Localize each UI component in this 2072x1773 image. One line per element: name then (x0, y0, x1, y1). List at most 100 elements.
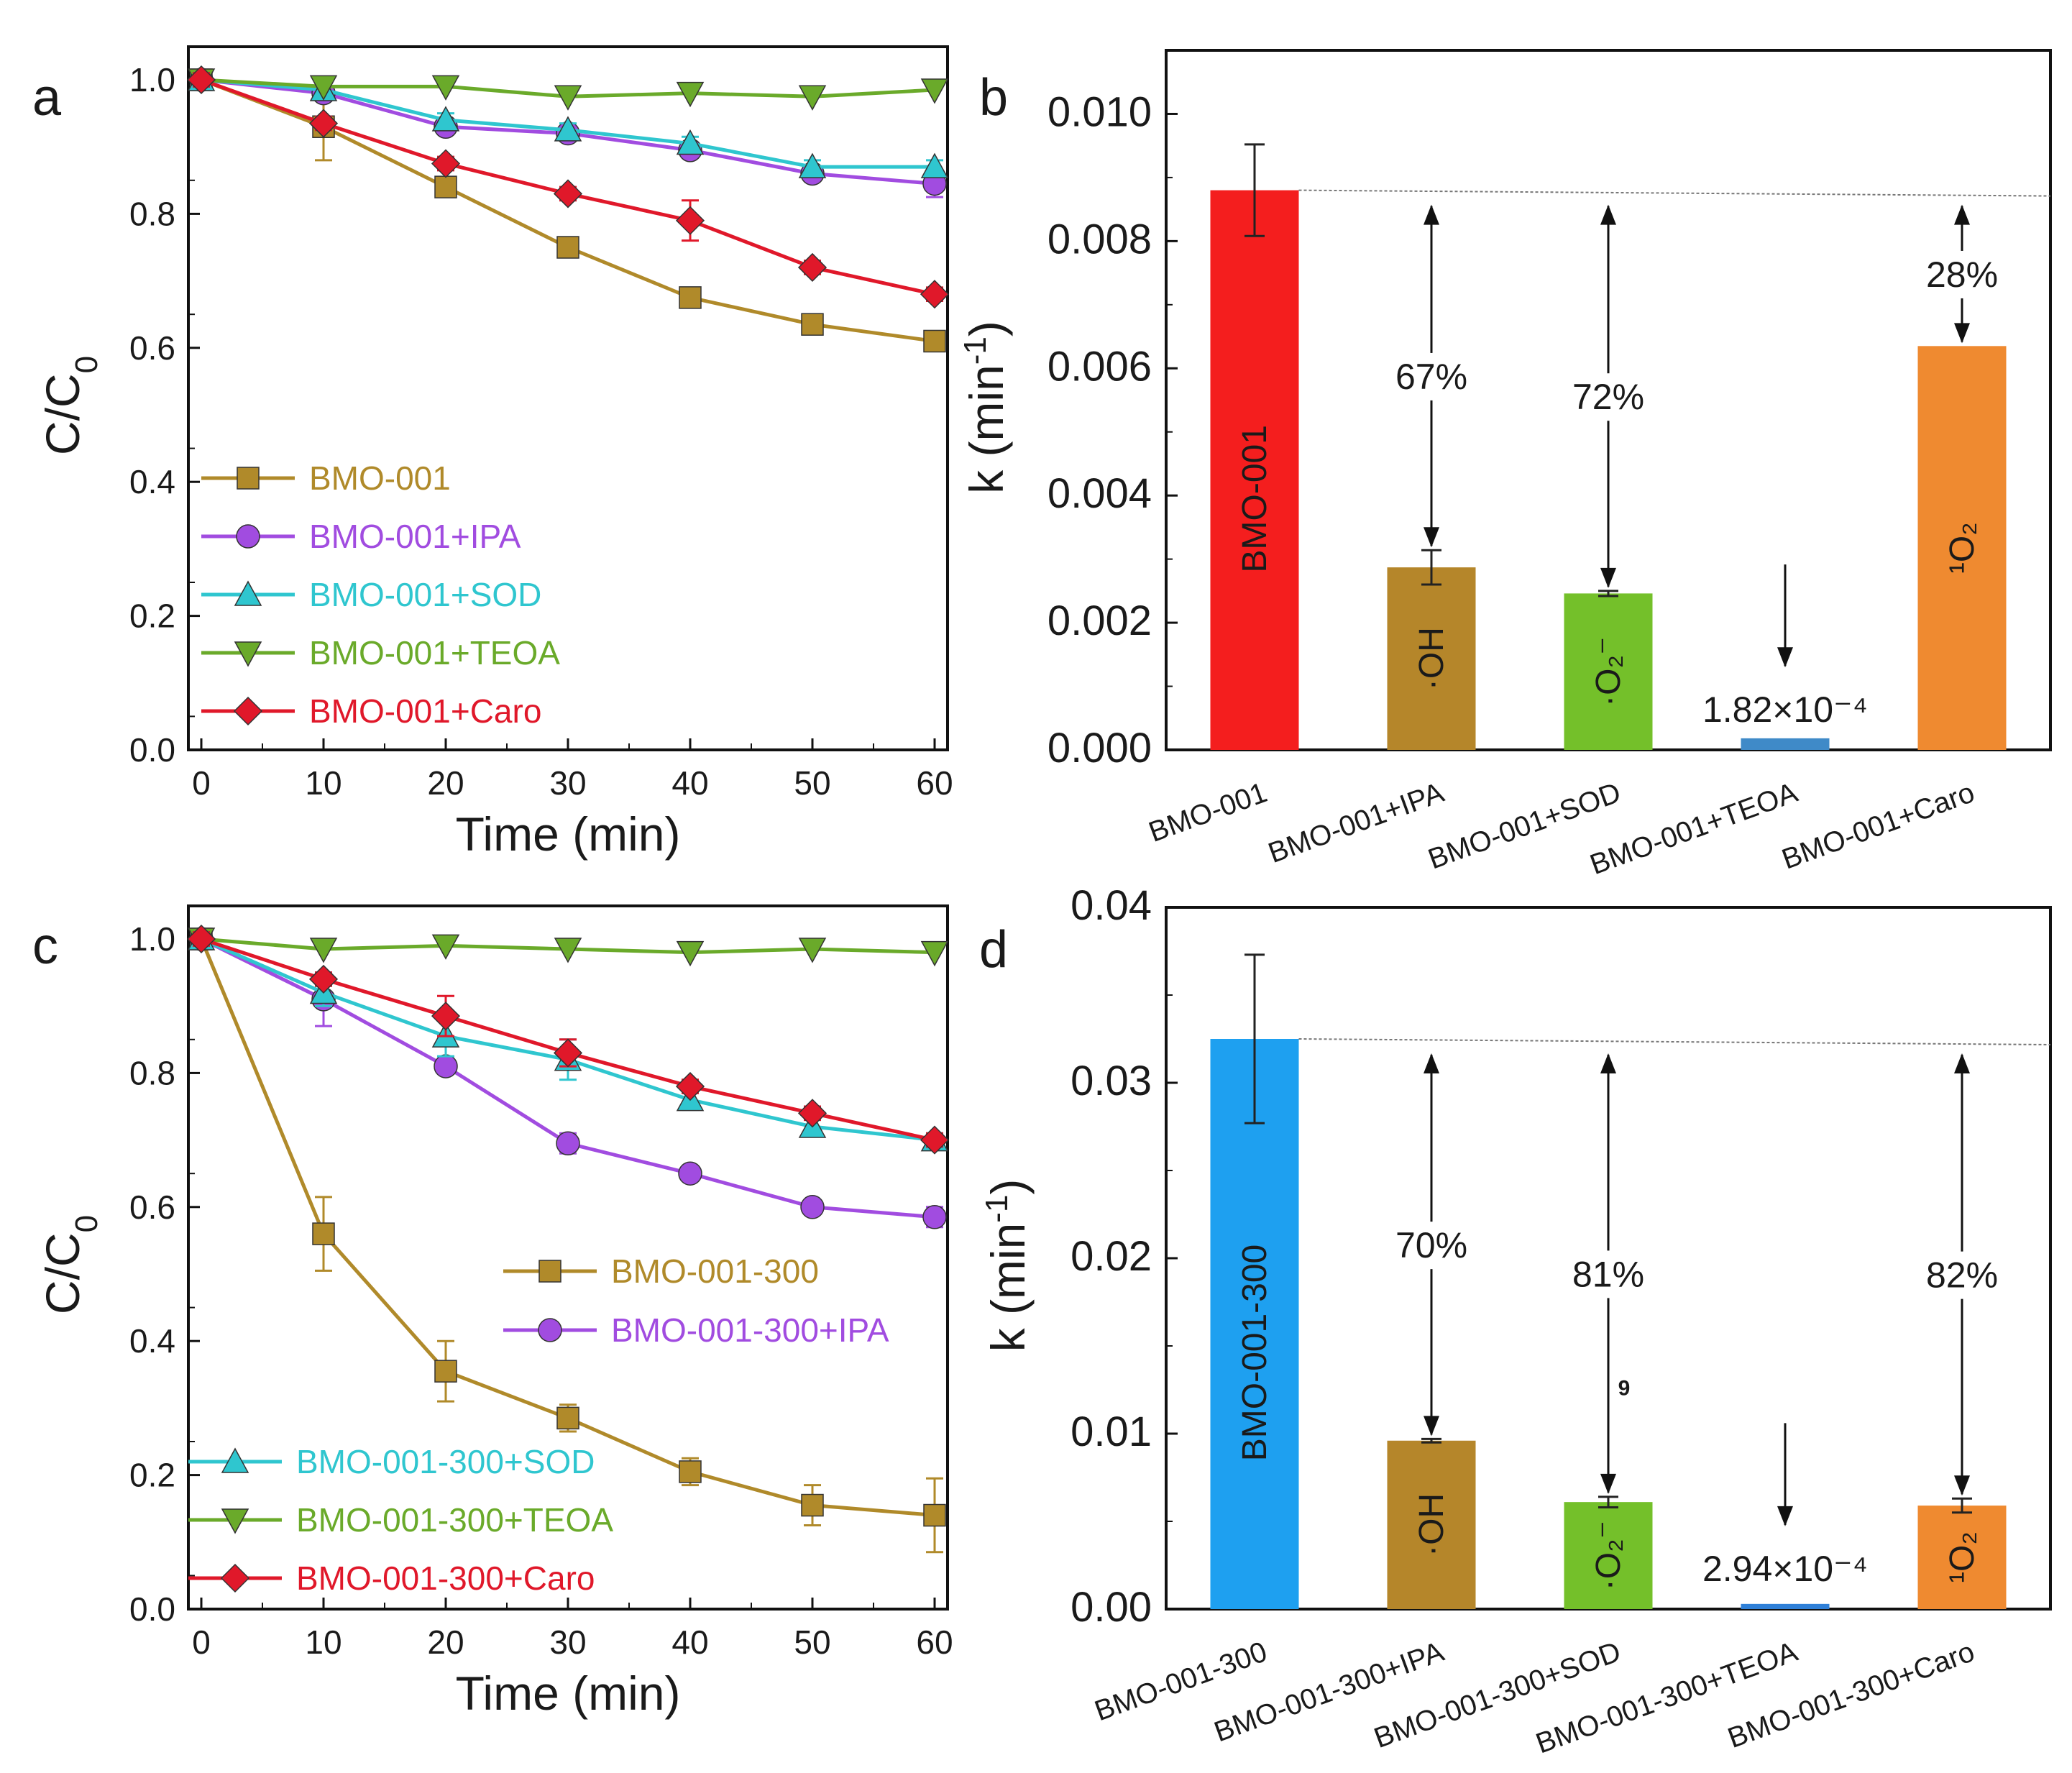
a-legend-label: BMO-001+SOD (309, 576, 541, 613)
b-category-label: BMO-001+IPA (1264, 776, 1448, 869)
b-bar-label: ·OH (1413, 627, 1451, 690)
b-bar-3 (1741, 738, 1830, 750)
a-legend-label: BMO-001+IPA (309, 518, 521, 555)
b-reduction-arrow-head (1954, 323, 1970, 344)
a-legend-label: BMO-001+Caro (309, 692, 541, 730)
d-bar-4 (1917, 1506, 2007, 1609)
c-x-tick-label: 10 (305, 1623, 341, 1661)
a-y-tick-label: 0.2 (129, 597, 175, 635)
c-data-point (434, 1360, 457, 1383)
a-data-point (554, 85, 582, 111)
c-legend-marker (538, 1318, 562, 1342)
a-data-point (554, 116, 582, 142)
c-legend-label: BMO-001-300+SOD (296, 1443, 595, 1480)
a-y-axis-title: C/C0 (36, 356, 104, 455)
d-reference-line (1298, 1038, 2051, 1045)
c-legend-marker (538, 1260, 561, 1283)
a-data-point (798, 152, 827, 178)
c-y-tick-label: 0.2 (129, 1457, 175, 1494)
b-percent-label: 67% (1395, 357, 1467, 397)
c-data-point (309, 938, 338, 963)
c-data-point (923, 1503, 946, 1527)
b-y-tick-label: 0.004 (1048, 470, 1152, 517)
b-teoa-arrow-head (1777, 647, 1793, 668)
a-y-tick-label: 0.8 (129, 195, 175, 232)
d-teoa-arrow-head (1777, 1506, 1793, 1526)
c-data-point (797, 1099, 828, 1128)
d-reduction-arrow-head-top (1600, 1053, 1616, 1073)
a-data-point (920, 280, 950, 309)
a-legend-marker (236, 524, 260, 549)
c-data-point (798, 938, 827, 963)
panel-letter-d: d (979, 921, 1008, 979)
c-x-axis-title: Time (min) (456, 1667, 681, 1720)
b-percent-bg (1564, 373, 1653, 421)
d-stray-mark: 9 (1618, 1376, 1631, 1400)
a-data-point (675, 206, 705, 235)
d-bar-label: ¹O₂ (1943, 1531, 1981, 1583)
panel-b: b 0.000 0.002 0.004 0.006 0.008 0.010 k (min-1)… (958, 49, 2052, 881)
d-value-note: 2.94×10⁻⁴ (1702, 1549, 1868, 1589)
a-y-tick-label: 0.4 (129, 463, 175, 500)
c-x-tick-label: 0 (192, 1623, 211, 1661)
panel-c: c 0.0 0.2 0.4 0.6 0.8 1.0 0 10 20 30 40 50 60 Time (mi… (32, 904, 953, 1720)
c-data-point (920, 940, 949, 967)
d-percent-label: 70% (1395, 1225, 1467, 1265)
c-data-point (801, 1493, 824, 1517)
b-y-axis-title: k (min-1) (958, 321, 1014, 494)
b-reduction-arrow-head-top (1600, 204, 1616, 225)
b-reference-line (1298, 189, 2051, 197)
d-reduction-arrow-head (1600, 1473, 1616, 1494)
c-data-point (556, 1131, 580, 1156)
c-data-point (554, 938, 582, 963)
d-y-axis-title: k (min-1) (979, 1179, 1035, 1352)
a-data-point (920, 78, 949, 104)
c-y-tick-label: 0.0 (129, 1590, 175, 1628)
a-x-tick-label: 60 (916, 764, 953, 802)
c-legend-marker (221, 1447, 249, 1473)
b-reduction-arrow-head (1424, 527, 1439, 548)
d-reduction-arrow-head-top (1954, 1053, 1970, 1073)
panel-a: a 0.0 0.2 0.4 0.6 0.8 1.0 0 10 20 30 40 50 60 Time (mi… (32, 45, 953, 861)
a-x-tick-label: 0 (192, 764, 211, 802)
a-y-tick-label: 0.0 (129, 731, 175, 769)
a-legend-marker (234, 641, 262, 667)
c-data-point (676, 940, 705, 967)
c-legend-label: BMO-001-300 (611, 1252, 819, 1290)
a-data-point (556, 236, 579, 259)
a-x-axis-title: Time (min) (456, 807, 681, 861)
a-y-tick-label: 0.6 (129, 329, 175, 367)
b-value-note: 1.82×10⁻⁴ (1702, 690, 1868, 730)
c-legend-marker (220, 1563, 250, 1593)
c-y-tick-label: 0.8 (129, 1054, 175, 1091)
d-bar-2 (1564, 1502, 1653, 1609)
a-data-point (797, 252, 828, 283)
d-percent-bg (1564, 1250, 1653, 1298)
b-bar-label: ¹O₂ (1943, 522, 1981, 574)
c-data-point (553, 1038, 583, 1068)
c-x-tick-label: 60 (916, 1623, 953, 1661)
b-y-tick-label: 0.010 (1048, 88, 1152, 135)
b-y-tick-label: 0.006 (1048, 343, 1152, 390)
d-y-tick-label: 0.03 (1071, 1058, 1152, 1104)
panel-letter-c: c (32, 917, 58, 975)
c-x-tick-label: 30 (549, 1623, 586, 1661)
a-y-tick-label: 1.0 (129, 61, 175, 98)
c-data-point (431, 934, 460, 960)
d-bar-1 (1387, 1440, 1476, 1609)
b-reduction-arrow-head-top (1424, 204, 1439, 225)
a-data-point (553, 179, 583, 209)
b-y-tick-label: 0.008 (1048, 216, 1152, 262)
c-data-point (556, 1406, 579, 1430)
c-y-tick-label: 0.4 (129, 1322, 175, 1360)
c-data-point (920, 1125, 950, 1155)
b-category-label: BMO-001+Caro (1778, 776, 1979, 876)
c-data-point (186, 924, 216, 954)
d-percent-label: 82% (1926, 1255, 1998, 1296)
d-bar-label: ·O₂⁻ (1590, 1521, 1628, 1590)
d-percent-bg (1387, 1222, 1476, 1270)
a-legend-marker (233, 696, 263, 726)
c-data-point (800, 1195, 825, 1219)
b-percent-bg (1917, 250, 2007, 298)
